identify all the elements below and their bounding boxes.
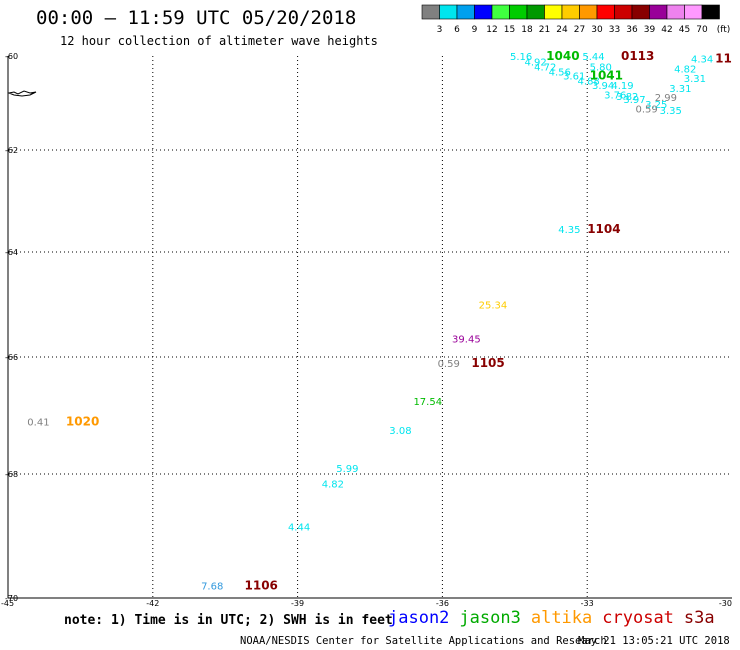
wave-height-label: 3.31 — [684, 74, 706, 85]
latitude-label: -60 — [5, 52, 18, 61]
mission-jason2: jason2 — [388, 608, 450, 628]
latitude-label: -68 — [5, 470, 18, 479]
legend-tick-label: 3 — [437, 25, 443, 35]
legend-tick-label: 36 — [626, 25, 638, 35]
observation-time-label: 1105 — [471, 356, 504, 370]
longitude-label: -36 — [436, 599, 449, 606]
longitude-label: -42 — [146, 599, 159, 606]
legend-tick-label: 15 — [504, 25, 515, 35]
mission-altika: altika — [530, 608, 593, 628]
wave-height-label: 4.82 — [674, 65, 696, 76]
wave-height-label: 39.45 — [452, 335, 481, 346]
legend-tick-label: 70 — [696, 25, 708, 35]
legend-tick-label: 6 — [454, 25, 460, 35]
wave-height-label: 3.25 — [645, 100, 667, 111]
wave-height-label: 3.94 — [592, 81, 614, 92]
wave-height-label: 4.82 — [322, 479, 344, 490]
wave-height-label: 5.80 — [590, 62, 612, 73]
page-subtitle: 12 hour collection of altimeter wave hei… — [60, 34, 378, 48]
mission-s3a: s3a — [683, 608, 715, 628]
mission-cryosat: cryosat — [602, 608, 674, 628]
legend-tick-label: 39 — [644, 25, 656, 35]
latitude-label: -70 — [5, 594, 18, 603]
observation-time-label: 1104 — [587, 222, 620, 236]
latitude-label: -66 — [5, 353, 18, 362]
wave-height-label: 4.92 — [524, 58, 546, 69]
wave-height-label: 5.16 — [510, 52, 532, 63]
wave-height-label: 7.68 — [201, 582, 223, 593]
latitude-label: -64 — [5, 248, 18, 257]
wave-height-label: 4.88 — [578, 76, 600, 87]
wave-height-label: 5.44 — [582, 52, 604, 63]
wave-height-label: 4.44 — [288, 523, 310, 534]
wave-height-label: 0.59 — [635, 105, 657, 116]
legend-tick-label: 30 — [591, 25, 603, 35]
wave-height-label: 3.61 — [563, 72, 585, 83]
legend-tick-label: 33 — [609, 25, 620, 35]
wave-height-label: 4.56 — [549, 68, 571, 79]
legend-tick-label: 42 — [661, 25, 672, 35]
wave-height-label: 3.97 — [623, 95, 645, 106]
wave-height-label: 3.31 — [669, 84, 691, 95]
observation-time-label: 1041 — [590, 69, 623, 83]
observation-time-label: 1040 — [546, 49, 579, 63]
mission-jason3: jason3 — [459, 608, 521, 628]
legend-swatch — [701, 4, 720, 20]
legend-unit: (ft) — [717, 25, 731, 35]
credit-line: NOAA/NESDIS Center for Satellite Applica… — [240, 635, 607, 647]
wave-height-label: 5.99 — [336, 464, 358, 475]
longitude-label: -30 — [719, 599, 732, 606]
wave-height-label: 17.54 — [413, 397, 442, 408]
legend-tick-label: 18 — [521, 25, 533, 35]
page-title: 00:00 – 11:59 UTC 05/20/2018 — [36, 7, 357, 29]
wave-height-label: 2.99 — [655, 93, 677, 104]
legend-tick-label: 21 — [539, 25, 550, 35]
legend-tick-label: 24 — [556, 25, 568, 35]
mission-legend: jason2 jason3 altika cryosat s3a — [388, 608, 725, 628]
wave-height-label: 4.34 — [691, 54, 713, 65]
wave-height-label: 3.08 — [389, 426, 411, 437]
longitude-label: -39 — [291, 599, 304, 606]
wave-height-label: 4.35 — [558, 225, 580, 236]
observation-time-label: 1106 — [245, 579, 278, 593]
wave-height-label: 3.82 — [616, 92, 638, 103]
wave-height-color-legend: 3 6 9 12 15 18 21 24 27 30 33 36 39 42 45 70 (ft) — [421, 4, 731, 35]
altimeter-map: -60 -62 -64 -66 -68 -70-45 -42 -39 -36 -33 -30 5.16… — [1, 49, 732, 606]
wave-height-label: 25.34 — [479, 301, 508, 312]
longitude-label: -33 — [581, 599, 594, 606]
footer-note: note: 1) Time is in UTC; 2) SWH is in fe… — [64, 613, 393, 628]
wave-height-label: 4.19 — [611, 81, 633, 92]
longitude-label: -45 — [1, 599, 14, 606]
wave-height-label: 3.35 — [660, 106, 682, 117]
wave-height-label: 0.59 — [438, 359, 460, 370]
generated-timestamp: May 21 13:05:21 UTC 2018 — [578, 635, 730, 647]
legend-tick-label: 12 — [486, 25, 497, 35]
legend-tick-label: 27 — [574, 25, 585, 35]
observation-time-label: 0113 — [621, 49, 654, 63]
observation-time-label: 1020 — [66, 414, 99, 428]
legend-tick-label: 9 — [472, 25, 478, 35]
observation-time-label: 11 — [715, 51, 732, 65]
legend-tick-label: 45 — [679, 25, 690, 35]
island-outline — [7, 90, 37, 97]
wave-height-label: 0.41 — [27, 417, 49, 428]
wave-height-label: 3.76 — [604, 91, 626, 102]
latitude-label: -62 — [5, 146, 18, 155]
wave-height-label: 4.72 — [534, 62, 556, 73]
